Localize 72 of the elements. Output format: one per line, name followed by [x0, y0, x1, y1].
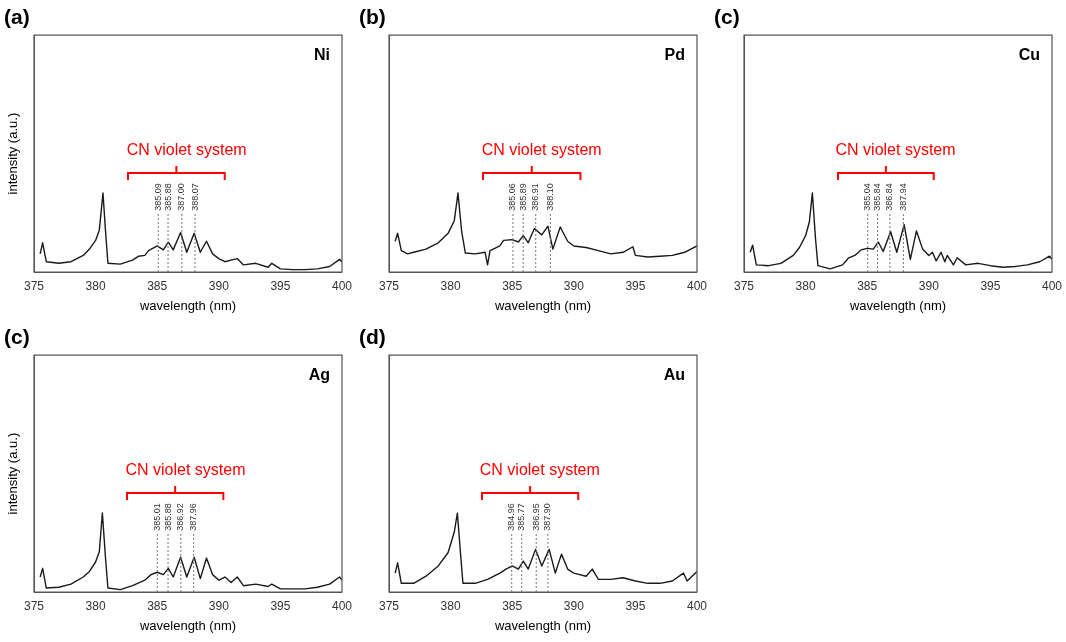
chart-title: (b) — [359, 5, 386, 29]
x-tick-label: 375 — [378, 598, 400, 613]
y-axis-title: intensity (a.u.) — [5, 112, 21, 195]
x-tick-label: 390 — [208, 598, 230, 613]
ref-line-label: 385.84 — [872, 183, 883, 211]
ref-line-label: 387.00 — [176, 183, 187, 211]
x-tick-label: 400 — [1041, 278, 1063, 293]
ref-line-label: 387.94 — [897, 183, 908, 211]
ref-line-label: 387.90 — [542, 503, 553, 531]
x-tick-label: 395 — [270, 598, 291, 613]
text: Ni — [313, 45, 330, 63]
ref-line-label: 384.96 — [506, 503, 517, 531]
x-tick-label: 390 — [918, 278, 940, 293]
x-tick-label: 390 — [563, 598, 585, 613]
x-tick-label: 375 — [23, 598, 45, 613]
x-tick-label: 380 — [440, 598, 461, 613]
ref-line-label: 386.95 — [530, 503, 541, 531]
y-axis-title: intensity (a.u.) — [5, 432, 21, 515]
chart-title: (c) — [714, 5, 740, 29]
x-tick-label: 385 — [147, 598, 168, 613]
ref-line-label: 385.88 — [162, 183, 173, 211]
text: CN violet system — [126, 140, 247, 158]
text: Ag — [308, 365, 330, 383]
x-tick-label: 385 — [147, 278, 168, 293]
ref-line-label: 386.84 — [884, 183, 895, 211]
x-tick-label: 380 — [795, 278, 816, 293]
x-axis-title: wavelength (nm) — [493, 297, 592, 313]
x-tick-label: 380 — [440, 278, 461, 293]
text: Pd — [664, 45, 685, 63]
ref-line-label: 385.88 — [162, 503, 173, 531]
x-tick-label: 395 — [625, 278, 646, 293]
x-tick-label: 380 — [85, 598, 106, 613]
x-tick-label: 395 — [980, 278, 1001, 293]
x-tick-label: 375 — [733, 278, 755, 293]
text: Cu — [1018, 45, 1040, 63]
x-tick-label: 385 — [502, 278, 523, 293]
text: Au — [663, 365, 685, 383]
text: CN violet system — [835, 140, 956, 158]
x-tick-label: 395 — [625, 598, 646, 613]
ref-line-label: 385.89 — [517, 183, 528, 211]
ref-line-label: 386.92 — [175, 503, 186, 531]
x-axis-title: wavelength (nm) — [138, 617, 237, 633]
x-tick-label: 400 — [686, 598, 708, 613]
x-axis-title: wavelength (nm) — [848, 297, 947, 313]
x-tick-label: 400 — [331, 598, 353, 613]
ref-line-label: 385.09 — [152, 183, 163, 211]
text: CN violet system — [479, 460, 600, 478]
ref-line-label: 388.10 — [544, 183, 555, 211]
x-tick-label: 375 — [23, 278, 45, 293]
ref-line-label: 388.07 — [189, 183, 200, 211]
x-tick-label: 385 — [502, 598, 523, 613]
text: CN violet system — [481, 140, 602, 158]
text: CN violet system — [125, 460, 246, 478]
chart-title: (a) — [4, 5, 30, 29]
ref-line-label: 386.91 — [530, 183, 541, 211]
x-tick-label: 400 — [686, 278, 708, 293]
x-tick-label: 375 — [378, 278, 400, 293]
ref-line-label: 385.77 — [516, 503, 527, 531]
x-tick-label: 390 — [208, 278, 230, 293]
x-tick-label: 380 — [85, 278, 106, 293]
chart-title: (d) — [359, 325, 386, 349]
ref-line-label: 385.01 — [151, 503, 162, 531]
x-axis-title: wavelength (nm) — [138, 297, 237, 313]
chart-title: (c) — [4, 325, 30, 349]
x-tick-label: 390 — [563, 278, 585, 293]
ref-line-label: 387.96 — [188, 503, 199, 531]
ref-line-label: 385.04 — [862, 183, 873, 211]
x-axis-title: wavelength (nm) — [493, 617, 592, 633]
ref-line-label: 385.06 — [507, 183, 518, 211]
x-tick-label: 395 — [270, 278, 291, 293]
x-tick-label: 400 — [331, 278, 353, 293]
x-tick-label: 385 — [857, 278, 878, 293]
